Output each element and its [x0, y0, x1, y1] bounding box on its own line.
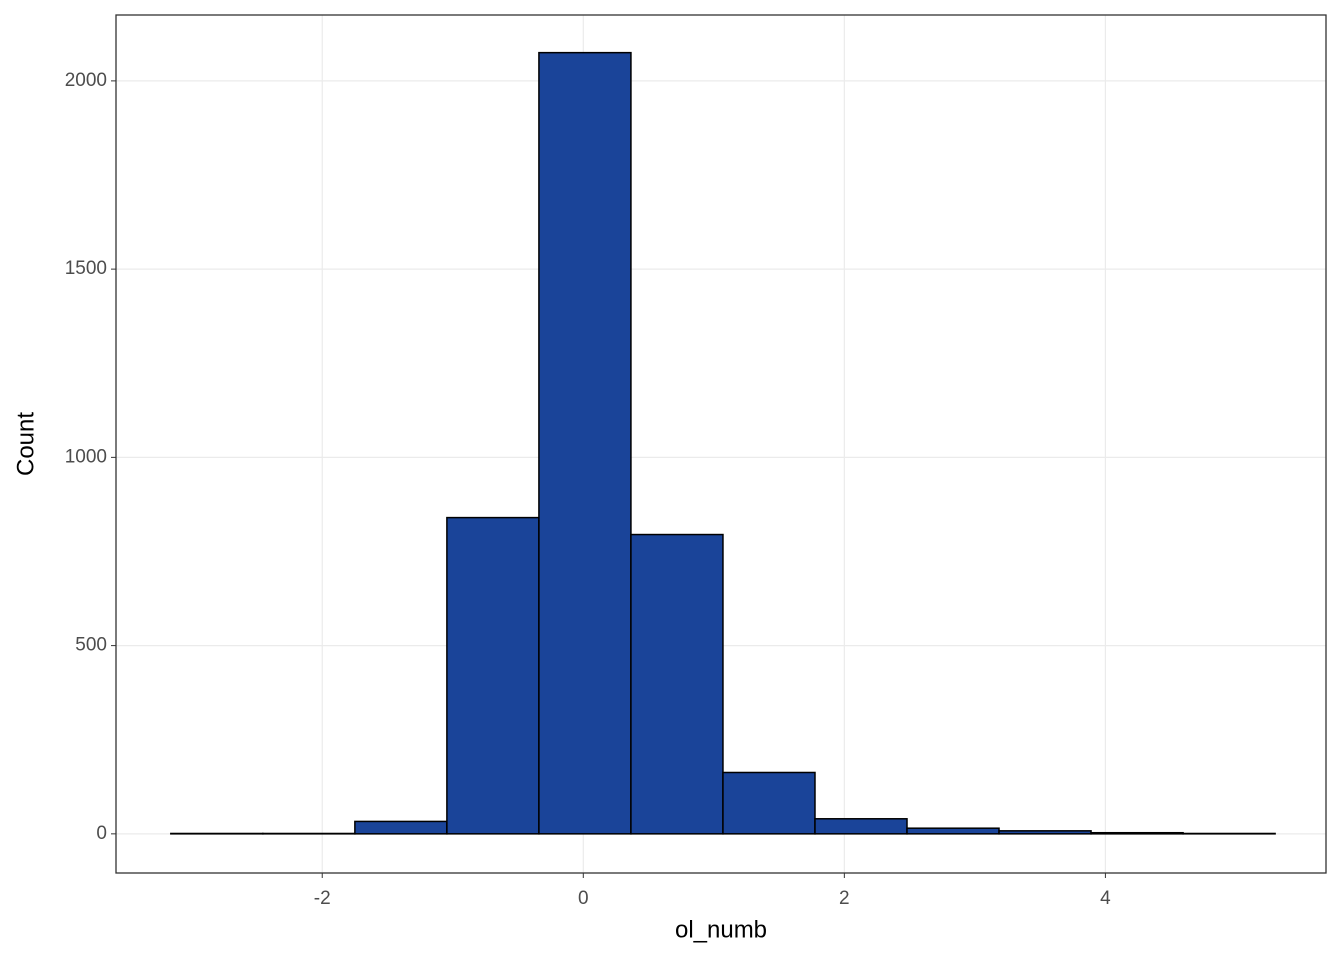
y-tick-label: 2000 [65, 70, 107, 91]
y-tick-label: 1000 [65, 446, 107, 467]
bar [814, 818, 908, 835]
x-tick-label: 4 [1100, 888, 1111, 909]
bar [630, 533, 724, 835]
y-tick-label: 1500 [65, 258, 107, 279]
x-tick-label: -2 [314, 888, 331, 909]
plot-border [115, 14, 1327, 874]
bar [998, 830, 1092, 835]
x-tick-label: 0 [578, 888, 589, 909]
y-tick-label: 500 [75, 635, 107, 656]
x-axis-title: ol_numb [675, 916, 767, 943]
y-tick-label: 0 [96, 823, 107, 844]
bar [906, 827, 1000, 835]
x-tick-label: 2 [839, 888, 850, 909]
bar [1090, 831, 1184, 835]
y-axis-title: Count [12, 412, 39, 476]
bar [354, 820, 448, 835]
bar [446, 516, 540, 835]
bar [722, 771, 816, 835]
bar [538, 51, 632, 835]
